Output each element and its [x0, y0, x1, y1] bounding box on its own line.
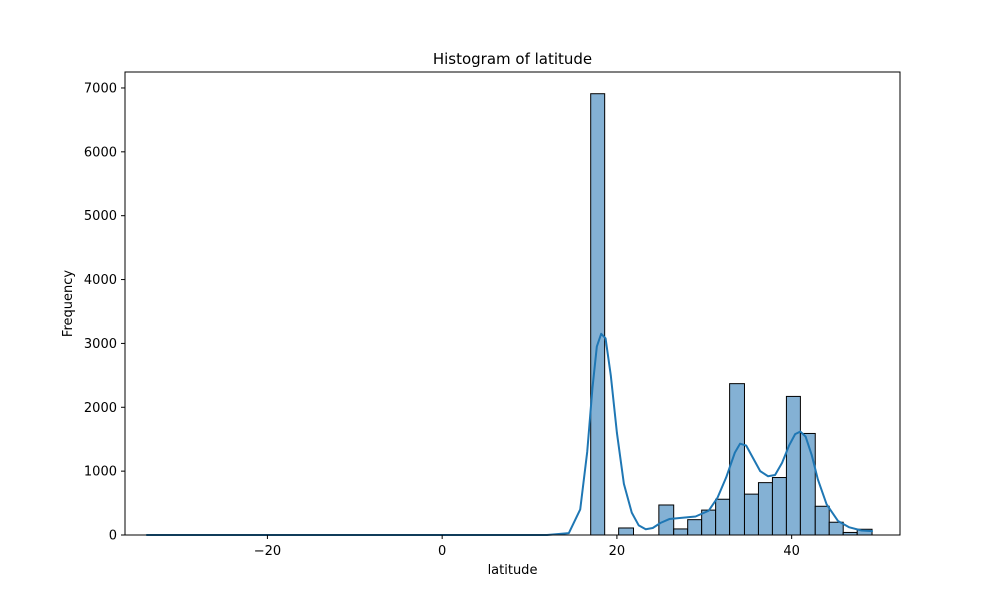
y-tick-label-0: 0	[109, 529, 117, 544]
histogram-bar-6	[715, 498, 731, 536]
y-axis-label: Frequency	[61, 270, 76, 337]
y-tick-label-4: 4000	[84, 273, 117, 288]
histogram-bar-10	[771, 477, 787, 536]
x-tick-label-0: −20	[254, 544, 281, 559]
y-axis: 0 1000 2000 3000 4000 5000 6000 7000	[84, 81, 125, 544]
x-tick-label-1: 0	[438, 544, 446, 559]
y-tick-label-1: 1000	[84, 465, 117, 480]
y-tick-label-2: 2000	[84, 401, 117, 416]
chart-title: Histogram of latitude	[433, 50, 592, 68]
x-axis-label: latitude	[488, 563, 538, 578]
histogram-bar-11	[785, 395, 801, 536]
histogram-bar-13	[814, 505, 830, 536]
histogram-bar-9	[757, 482, 773, 536]
x-tick-label-3: 40	[783, 544, 800, 559]
histogram-bar-3	[673, 528, 689, 536]
histogram-bar-12	[799, 432, 816, 536]
x-axis: −20 0 20 40	[254, 535, 800, 559]
histogram-bar-0	[590, 93, 606, 536]
y-tick-label-3: 3000	[84, 337, 117, 352]
histogram-bar-1	[618, 527, 635, 536]
y-tick-label-5: 5000	[84, 209, 117, 224]
bars-layer	[590, 93, 873, 536]
histogram-bar-8	[743, 493, 759, 536]
x-tick-label-2: 20	[609, 544, 626, 559]
y-tick-label-6: 6000	[84, 145, 117, 160]
kde-layer	[145, 332, 874, 536]
plot-frame	[124, 71, 901, 536]
histogram-bar-14	[828, 521, 844, 536]
histogram-bar-4	[687, 519, 703, 536]
kde-line	[145, 332, 874, 536]
y-tick-label-7: 7000	[84, 81, 117, 96]
